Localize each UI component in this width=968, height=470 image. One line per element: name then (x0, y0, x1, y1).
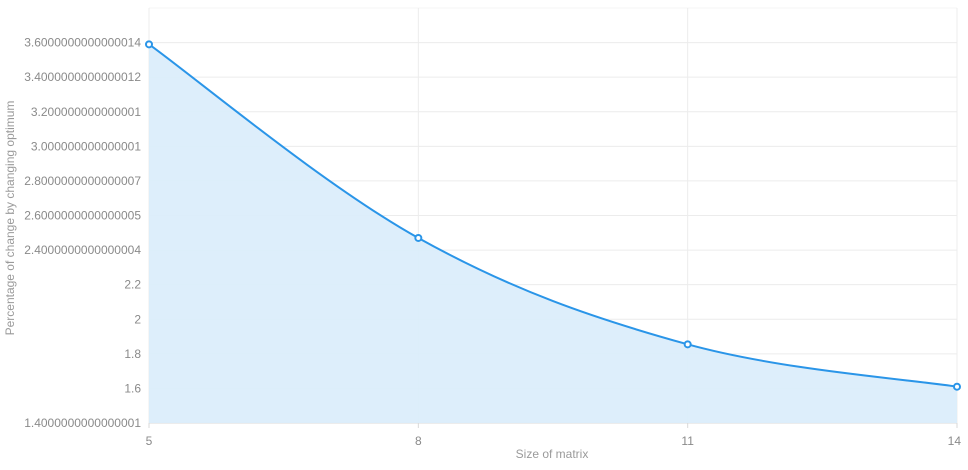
y-tick-label: 3.000000000000001 (31, 139, 141, 153)
series-line (148, 43, 958, 388)
data-point[interactable] (683, 340, 692, 349)
x-tick-label: 14 (948, 434, 962, 448)
y-axis-title: Percentage of change by changing optimum (3, 101, 17, 336)
x-axis-tick-labels: 5 8 11 14 (146, 434, 962, 448)
y-tick-label: 2.6000000000000005 (24, 209, 141, 223)
y-tick-label: 2.2 (124, 278, 141, 292)
data-point[interactable] (953, 382, 961, 391)
y-axis-tick-labels: 1.4000000000000001 1.6 1.8 2 2.2 2.4000000000… (24, 36, 141, 430)
series-line-path (148, 43, 958, 388)
y-tick-label: 1.6 (124, 381, 141, 395)
x-tick-label: 8 (415, 434, 422, 448)
y-tick-label: 1.4000000000000001 (24, 416, 141, 430)
series-area (149, 44, 957, 423)
y-tick-label: 3.4000000000000012 (24, 70, 141, 84)
y-tick-label: 2.4000000000000004 (24, 243, 141, 257)
y-tick-label: 3.200000000000001 (31, 105, 141, 119)
area-fill (149, 44, 957, 423)
data-points (145, 40, 961, 391)
x-tick-label: 5 (146, 434, 153, 448)
data-point[interactable] (145, 40, 153, 49)
data-point[interactable] (414, 233, 423, 242)
y-tick-label: 1.8 (124, 347, 141, 361)
y-tick-label: 2 (134, 312, 141, 326)
x-axis-title: Size of matrix (516, 447, 589, 461)
y-tick-label: 3.6000000000000014 (24, 36, 141, 50)
y-tick-label: 2.8000000000000007 (24, 174, 141, 188)
x-tick-label: 11 (681, 434, 694, 448)
